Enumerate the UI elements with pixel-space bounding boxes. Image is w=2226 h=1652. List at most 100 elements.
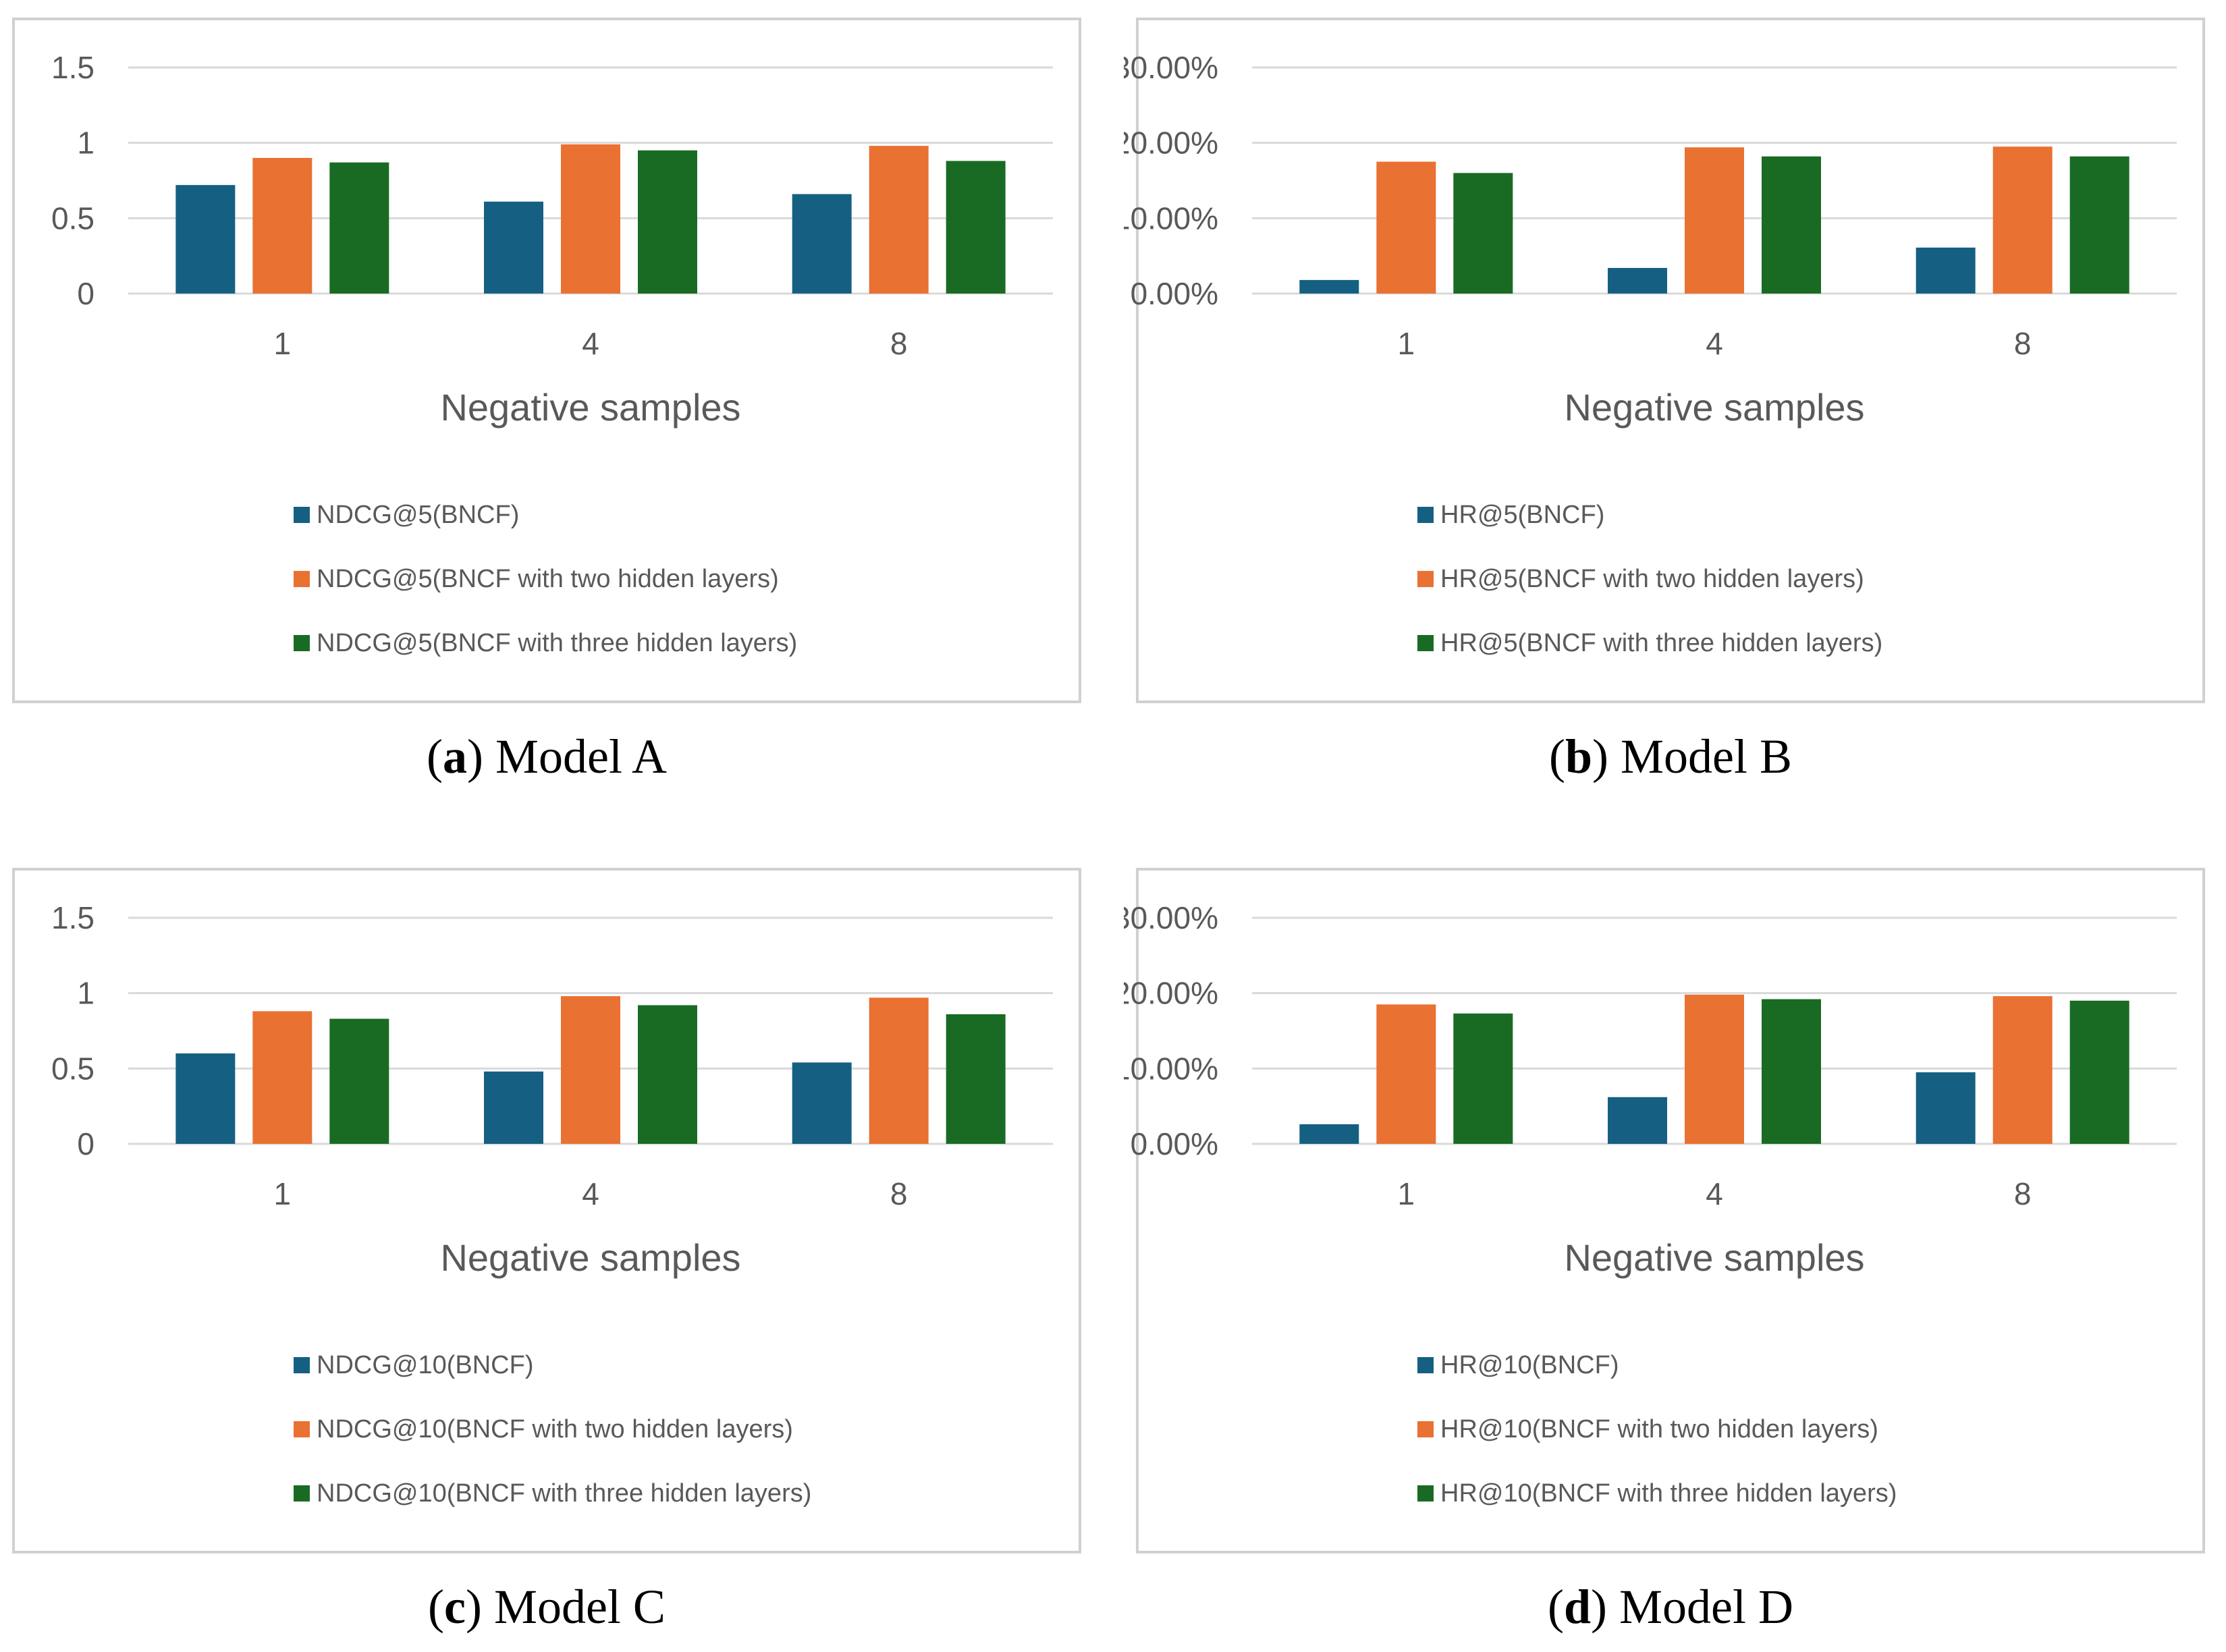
x-tick-label: 8 [2014,1176,2032,1211]
bar-a-s2-c1 [252,158,313,294]
x-tick-label: 1 [274,1176,292,1211]
chart-a: 0 0.5 1 1.5 1 4 8 Negative samples NDCG@5(BNCF) N… [12,18,1081,703]
legend-swatch [1417,1485,1434,1502]
x-axis-title: Negative samples [1564,1236,1864,1279]
x-tick-label: 8 [2014,326,2032,361]
y-tick-label: 1.5 [51,50,94,85]
bar-a-s3-c8 [946,161,1006,294]
x-tick-label: 1 [274,326,292,361]
legend-label: HR@10(BNCF) [1440,1351,1619,1379]
bar-b-s3-c8 [2069,156,2129,294]
bar-a-s2-c4 [561,144,620,294]
legend-swatch [294,571,310,587]
bar-b-s1-c4 [1608,268,1667,294]
legend-label: NDCG@5(BNCF with two hidden layers) [317,565,779,593]
legend-swatch [294,1485,310,1502]
legend-label: NDCG@10(BNCF with three hidden layers) [317,1479,811,1508]
bar-a-s3-c4 [638,150,697,294]
x-tick-label: 4 [582,326,599,361]
legend-swatch [1417,507,1434,523]
chart-d: 0.00% 10.00% 20.00% 30.00% 1 4 8 Negative sampl… [1124,868,2205,1553]
chart-c: 0 0.5 1 1.5 1 4 8 Negative samples NDCG@10(BNCF)… [12,868,1081,1553]
caption-d: (d) Model D [1548,1580,1793,1634]
x-tick-label: 8 [890,326,908,361]
bar-b-s1-c1 [1299,279,1359,294]
legend-swatch [1417,571,1434,587]
legend-swatch [1417,1421,1434,1437]
y-tick-label: 0.5 [51,1051,94,1086]
y-tick-label: 30.00% [1124,50,1218,85]
bar-a-s3-c1 [329,162,389,294]
y-tick-label: 1 [77,976,94,1011]
bar-b-s1-c8 [1916,247,1976,294]
bar-d-s2-c1 [1376,1004,1436,1144]
bar-b-s3-c1 [1453,173,1513,294]
bar-a-s1-c4 [484,201,543,294]
chart-panel-c: 0 0.5 1 1.5 1 4 8 Negative samples NDCG@10(BNCF)… [0,850,1093,1634]
legend-label: HR@10(BNCF with three hidden layers) [1440,1479,1897,1508]
bar-d-s3-c4 [1762,999,1821,1144]
bar-a-s1-c8 [792,194,852,294]
x-axis-title: Negative samples [440,1236,740,1279]
x-axis-title: Negative samples [440,386,740,429]
legend-label: HR@5(BNCF with three hidden layers) [1440,629,1882,657]
bar-d-s3-c1 [1453,1013,1513,1144]
y-tick-label: 1 [77,126,94,161]
caption-b: (b) Model B [1548,729,1793,783]
chart-panel-a: 0 0.5 1 1.5 1 4 8 Negative samples NDCG@5(BNCF) N… [0,0,1093,783]
x-tick-label: 1 [1398,1176,1415,1211]
legend-swatch [294,1421,310,1437]
bar-c-s2-c4 [561,996,620,1144]
bar-d-s2-c8 [1992,996,2053,1144]
bar-c-s1-c1 [175,1053,236,1144]
bar-c-s3-c4 [638,1005,697,1144]
legend-swatch [294,635,310,651]
y-tick-label: 0.00% [1131,1126,1218,1161]
legend-label: NDCG@5(BNCF with three hidden layers) [317,629,797,657]
legend-swatch [1417,1357,1434,1373]
chart-frame-d [1136,868,2205,1553]
chart-panel-d: 0.00% 10.00% 20.00% 30.00% 1 4 8 Negative sampl… [1124,850,2217,1634]
y-tick-label: 0 [77,1126,94,1161]
x-tick-label: 1 [1398,326,1415,361]
bar-d-s1-c8 [1916,1072,1976,1144]
y-tick-label: 10.00% [1124,200,1218,236]
y-tick-label: 0.5 [51,200,94,236]
bar-c-s3-c8 [946,1014,1006,1144]
bar-b-s3-c4 [1762,156,1821,294]
y-tick-label: 20.00% [1124,126,1218,161]
y-tick-label: 20.00% [1124,976,1218,1011]
bar-d-s3-c8 [2069,1000,2129,1144]
x-tick-label: 4 [582,1176,599,1211]
legend-swatch [1417,635,1434,651]
chart-b: 0.00% 10.00% 20.00% 30.00% 1 4 8 Negative sampl… [1124,18,2205,703]
x-tick-label: 8 [890,1176,908,1211]
legend-label: NDCG@10(BNCF with two hidden layers) [317,1415,793,1443]
y-tick-label: 0.00% [1131,276,1218,311]
legend-label: NDCG@10(BNCF) [317,1351,533,1379]
bar-b-s2-c8 [1992,146,2053,294]
bar-d-s1-c4 [1608,1097,1667,1144]
y-tick-label: 0 [77,276,94,311]
caption-a: (a) Model A [427,729,667,783]
chart-frame-c [12,868,1081,1553]
bar-a-s2-c8 [869,146,929,294]
bar-d-s2-c4 [1685,994,1744,1144]
caption-c: (c) Model C [428,1580,666,1634]
legend-label: HR@5(BNCF with two hidden layers) [1440,565,1864,593]
bar-c-s1-c8 [792,1062,852,1144]
y-tick-label: 30.00% [1124,900,1218,935]
x-axis-title: Negative samples [1564,386,1864,429]
bar-d-s1-c1 [1299,1124,1359,1144]
bar-c-s2-c8 [869,997,929,1144]
bar-c-s2-c1 [252,1011,313,1144]
bar-b-s2-c4 [1685,147,1744,294]
legend-swatch [294,1357,310,1373]
legend-label: NDCG@5(BNCF) [317,501,519,529]
y-tick-label: 1.5 [51,900,94,935]
bar-c-s1-c4 [484,1071,543,1144]
y-tick-label: 10.00% [1124,1051,1218,1086]
x-tick-label: 4 [1706,1176,1723,1211]
legend-swatch [294,507,310,523]
x-tick-label: 4 [1706,326,1723,361]
